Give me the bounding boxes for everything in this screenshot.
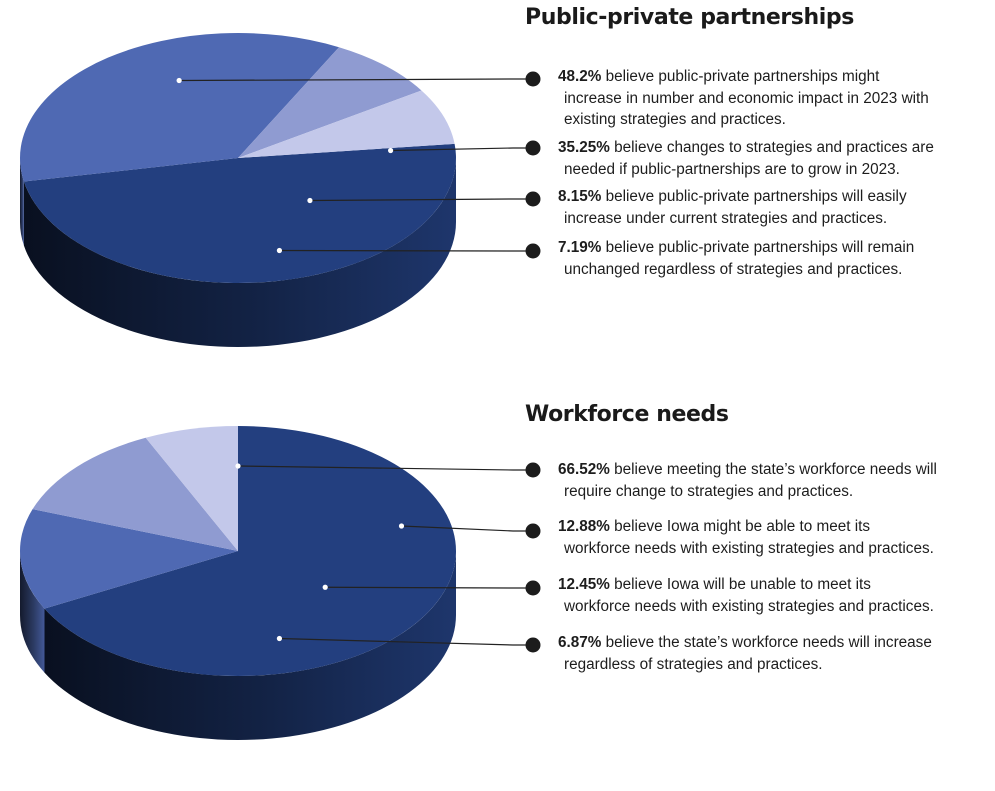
pie-slice <box>238 47 422 159</box>
chart-panel-partnerships: Public-private partnerships 48.2% believ… <box>0 0 995 380</box>
legend-text: existing strategies and practices. <box>564 111 786 128</box>
pie-slice <box>19 33 339 182</box>
legend-bullet <box>525 243 541 259</box>
leader-lines-workforce <box>235 462 541 653</box>
pie-chart-partnerships <box>19 33 457 348</box>
legend-text: believe the state’s workforce needs will… <box>605 634 932 651</box>
leader-anchor-dot <box>276 247 283 254</box>
legend-text: needed if public-partnerships are to gro… <box>564 160 900 178</box>
legend-item: 6.87% believe the state’s workforce need… <box>558 632 990 675</box>
pie-chart-workforce <box>19 426 457 740</box>
chart-title: Workforce needs <box>525 402 729 427</box>
legend-bullet <box>525 637 541 653</box>
legend-bullet <box>525 523 541 539</box>
legend-text: believe Iowa will be unable to meet its <box>614 576 871 593</box>
legend-bullet <box>525 191 541 207</box>
legend-percent: 48.2% <box>558 68 602 85</box>
legend-text: regardless of strategies and practices. <box>564 655 823 673</box>
legend-bullet <box>525 462 541 478</box>
pie-slice <box>44 426 456 676</box>
legend-text: unchanged regardless of strategies and p… <box>564 260 903 278</box>
leader-line <box>309 198 533 202</box>
legend-text: require change to strategies and practic… <box>564 482 854 500</box>
leader-anchor-dot <box>398 523 405 529</box>
pie-slice <box>32 437 238 551</box>
leader-line <box>325 586 533 589</box>
pie-slice-side <box>20 158 24 246</box>
legend-text: increase in number and economic impact i… <box>564 89 929 107</box>
legend-text: believe changes to strategies and practi… <box>614 139 934 156</box>
leader-anchor-dot <box>276 635 283 642</box>
legend-item: 7.19% believe public-private partnership… <box>558 237 990 280</box>
leader-line <box>179 78 533 82</box>
leader-anchor-dot <box>176 77 182 84</box>
leader-line <box>401 525 533 532</box>
legend-text: believe public-private partnerships will… <box>605 239 915 256</box>
legend-text: believe public-private partnerships will… <box>605 188 907 205</box>
leader-anchor-dot <box>307 197 313 204</box>
pie-slice <box>23 143 457 284</box>
legend-text: believe meeting the state’s workforce ne… <box>614 461 937 478</box>
legend-percent: 12.88% <box>558 518 610 535</box>
legend-percent: 6.87% <box>558 634 602 651</box>
pie-slice <box>145 426 238 551</box>
legend-item: 12.88% believe Iowa might be able to mee… <box>558 516 990 559</box>
legend-bullet <box>525 71 541 87</box>
legend-percent: 8.15% <box>558 188 602 205</box>
pie-slice-side <box>20 551 45 673</box>
leader-anchor-dot <box>322 584 328 590</box>
legend-bullet <box>525 580 541 596</box>
chart-title: Public-private partnerships <box>525 5 854 30</box>
pie-slice-side <box>44 551 457 740</box>
legend-percent: 35.25% <box>558 139 610 156</box>
legend-text: workforce needs with existing strategies… <box>564 597 934 615</box>
chart-panel-workforce: Workforce needs 66.52% believe meeting t… <box>0 395 995 791</box>
legend-percent: 7.19% <box>558 239 602 256</box>
legend-item: 8.15% believe public-private partnership… <box>558 186 990 229</box>
legend-item: 35.25% believe changes to strategies and… <box>558 137 990 180</box>
leader-anchor-dot <box>388 147 394 154</box>
leader-line <box>390 147 533 152</box>
leader-anchor-dot <box>235 463 241 469</box>
leader-line <box>237 465 533 471</box>
legend-bullet <box>525 140 541 156</box>
pie-slice <box>238 90 455 158</box>
legend-text: increase under current strategies and pr… <box>564 209 888 227</box>
pie-slice-side <box>23 158 456 348</box>
legend-percent: 66.52% <box>558 461 610 478</box>
legend-percent: 12.45% <box>558 576 610 593</box>
legend-text: believe public-private partnerships migh… <box>605 68 880 85</box>
leader-line <box>279 249 533 252</box>
leader-line <box>279 637 533 646</box>
leader-lines-partnerships <box>176 71 541 259</box>
legend-text: workforce needs with existing strategies… <box>564 539 934 557</box>
pie-slice <box>19 509 238 609</box>
legend-item: 12.45% believe Iowa will be unable to me… <box>558 574 990 617</box>
legend-text: believe Iowa might be able to meet its <box>614 518 871 535</box>
legend-item: 48.2% believe public-private partnership… <box>558 66 990 131</box>
legend-item: 66.52% believe meeting the state’s workf… <box>558 459 990 502</box>
